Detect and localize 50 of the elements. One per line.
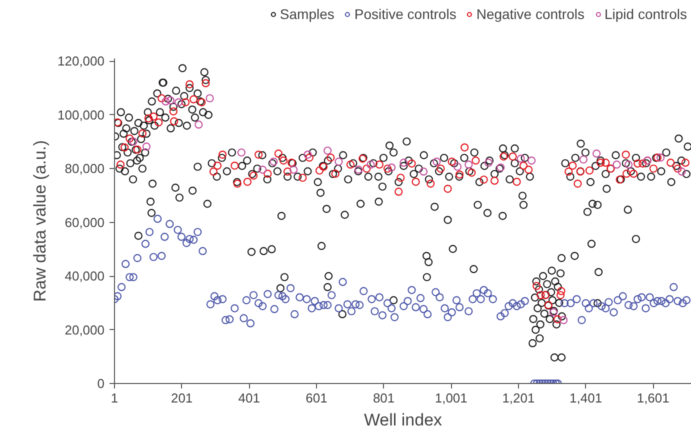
point bbox=[174, 98, 183, 106]
x-tick-label: 1 bbox=[110, 390, 118, 406]
y-axis-title: Raw data value (a.u.) bbox=[30, 140, 50, 302]
point bbox=[592, 150, 601, 158]
y-tick-label: 60,000 bbox=[64, 214, 105, 230]
y-tick-label: 40,000 bbox=[64, 268, 105, 284]
point bbox=[656, 154, 665, 162]
x-tick-label: 1,001 bbox=[434, 390, 468, 406]
point bbox=[290, 166, 298, 174]
point bbox=[334, 158, 343, 166]
y-tick-label: 120,000 bbox=[58, 54, 105, 69]
x-tick-label: 401 bbox=[238, 390, 260, 406]
point bbox=[528, 156, 536, 165]
x-tick-label: 1,601 bbox=[636, 390, 670, 406]
legend-label: Lipid controls bbox=[604, 6, 687, 22]
point bbox=[237, 148, 246, 157]
x-tick-label: 601 bbox=[306, 390, 328, 406]
point bbox=[388, 164, 396, 172]
legend-label: Positive controls bbox=[354, 6, 456, 22]
point bbox=[142, 142, 151, 151]
y-tick-label: 100,000 bbox=[58, 107, 105, 122]
x-tick-label: 201 bbox=[170, 390, 193, 406]
point bbox=[166, 96, 174, 104]
y-tick-label: 20,000 bbox=[64, 322, 105, 338]
point bbox=[400, 158, 408, 167]
x-axis-title: Well index bbox=[364, 410, 443, 430]
x-tick-label: 1,401 bbox=[570, 390, 602, 406]
point bbox=[560, 316, 568, 324]
point bbox=[324, 146, 332, 155]
point bbox=[366, 160, 375, 169]
point bbox=[206, 94, 214, 102]
y-tick-label: 0 bbox=[97, 376, 105, 391]
point bbox=[194, 120, 203, 129]
point bbox=[612, 160, 621, 169]
point bbox=[516, 154, 525, 163]
x-tick-label: 1,201 bbox=[502, 390, 535, 406]
legend-label: Samples bbox=[280, 6, 334, 22]
point bbox=[579, 155, 588, 164]
point bbox=[419, 168, 428, 176]
y-tick-label: 80,000 bbox=[64, 161, 105, 176]
x-tick-label: 801 bbox=[372, 390, 395, 406]
point bbox=[304, 150, 312, 159]
point bbox=[162, 97, 170, 106]
point bbox=[258, 166, 267, 174]
point bbox=[464, 160, 473, 169]
point bbox=[432, 158, 441, 166]
point bbox=[453, 162, 462, 171]
point bbox=[624, 160, 633, 169]
point bbox=[678, 168, 686, 176]
legend-label: Negative controls bbox=[476, 6, 584, 22]
